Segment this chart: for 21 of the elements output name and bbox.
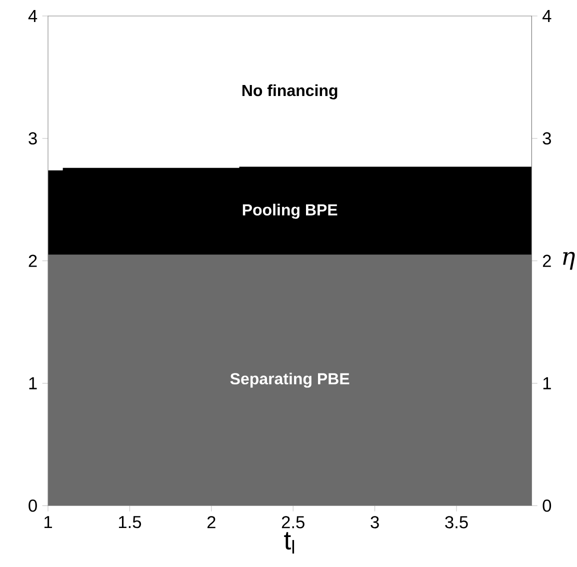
x-tick-label: 2.5 <box>282 516 304 528</box>
y2-axis-title: η <box>563 252 575 270</box>
y-tick-label: 3 <box>28 132 37 145</box>
y-tick-label: 4 <box>28 10 38 22</box>
x-tick-label: 3 <box>370 516 379 528</box>
y-tick-label: 0 <box>28 500 37 512</box>
y-tick-label: 2 <box>28 254 37 267</box>
y2-tick-label: 0 <box>542 500 552 512</box>
series-label: Separating PBE <box>230 372 350 388</box>
y-tick-label: 1 <box>29 377 37 390</box>
x-tick-label: 2 <box>207 516 216 528</box>
series-label: No financing <box>242 84 338 100</box>
x-tick-label: 3.5 <box>445 516 468 528</box>
series-label: Pooling BPE <box>242 204 338 219</box>
x-tick-label: 1 <box>44 516 52 528</box>
y2-tick-label: 4 <box>542 10 552 22</box>
y2-tick-label: 1 <box>543 377 551 390</box>
x-axis-title: t$_{l}$ <box>284 532 294 554</box>
y2-tick-label: 2 <box>542 254 551 267</box>
y2-tick-label: 3 <box>542 132 551 145</box>
x-tick-label: 1.5 <box>118 516 142 528</box>
